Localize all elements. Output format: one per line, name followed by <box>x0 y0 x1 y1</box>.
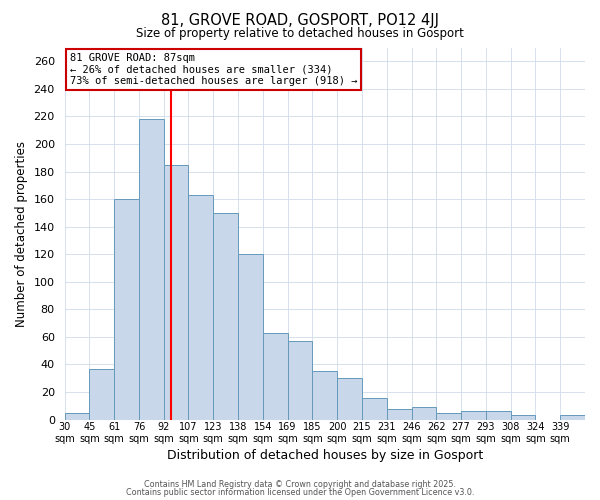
Bar <box>313 372 337 420</box>
Bar <box>436 412 461 420</box>
Text: Contains public sector information licensed under the Open Government Licence v3: Contains public sector information licen… <box>126 488 474 497</box>
Bar <box>461 412 486 420</box>
X-axis label: Distribution of detached houses by size in Gosport: Distribution of detached houses by size … <box>167 450 483 462</box>
Y-axis label: Number of detached properties: Number of detached properties <box>15 140 28 326</box>
Bar <box>337 378 362 420</box>
Text: 81, GROVE ROAD, GOSPORT, PO12 4JJ: 81, GROVE ROAD, GOSPORT, PO12 4JJ <box>161 12 439 28</box>
Text: Size of property relative to detached houses in Gosport: Size of property relative to detached ho… <box>136 28 464 40</box>
Text: 81 GROVE ROAD: 87sqm
← 26% of detached houses are smaller (334)
73% of semi-deta: 81 GROVE ROAD: 87sqm ← 26% of detached h… <box>70 53 357 86</box>
Bar <box>412 407 436 420</box>
Bar <box>139 119 164 420</box>
Bar <box>238 254 263 420</box>
Bar <box>387 408 412 420</box>
Bar <box>486 412 511 420</box>
Bar <box>114 199 139 420</box>
Bar <box>188 195 213 420</box>
Bar <box>263 333 287 420</box>
Bar <box>511 416 535 420</box>
Bar <box>213 213 238 420</box>
Bar <box>560 416 585 420</box>
Bar <box>89 368 114 420</box>
Bar <box>287 341 313 419</box>
Bar <box>362 398 387 419</box>
Bar <box>164 164 188 420</box>
Text: Contains HM Land Registry data © Crown copyright and database right 2025.: Contains HM Land Registry data © Crown c… <box>144 480 456 489</box>
Bar <box>65 412 89 420</box>
